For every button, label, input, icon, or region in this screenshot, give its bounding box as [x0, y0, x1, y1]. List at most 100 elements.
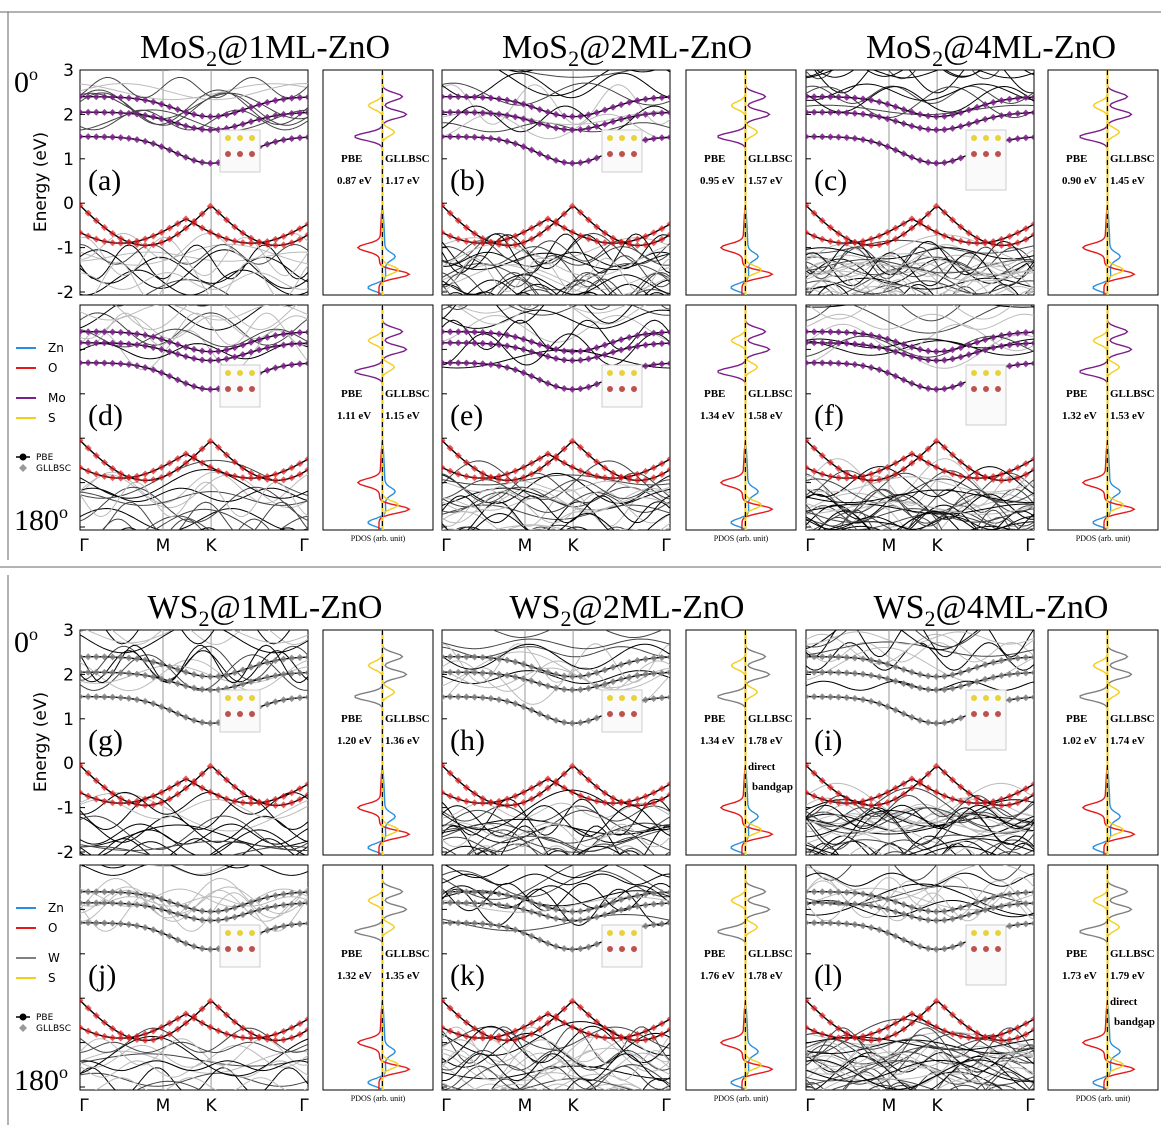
legend-label: W — [48, 951, 60, 965]
title-main: MoS — [502, 29, 568, 66]
title-main: MoS — [866, 29, 932, 66]
gllbsc-gap: 1.58 eV — [748, 410, 783, 422]
k-label: Γ — [299, 536, 309, 556]
panel-label: (l) — [814, 959, 842, 992]
atom — [971, 930, 977, 936]
k-label: Γ — [441, 536, 451, 556]
pbe-gap: 1.34 eV — [700, 735, 735, 747]
atom — [631, 695, 637, 701]
band-line — [806, 535, 1034, 547]
title-rest: @2ML-ZnO — [572, 589, 745, 626]
atom — [237, 135, 243, 141]
gllbsc-gap: 1.53 eV — [1110, 410, 1145, 422]
atom — [631, 930, 637, 936]
pbe-gap: 0.95 eV — [700, 175, 735, 187]
band-line — [806, 534, 1034, 547]
atom — [225, 946, 231, 952]
note: bandgap — [1114, 1016, 1155, 1028]
angle-value: 0 — [14, 626, 29, 659]
pbe-label: PBE — [341, 948, 362, 960]
pbe-label: PBE — [1066, 713, 1087, 725]
pbe-gap: 1.34 eV — [700, 410, 735, 422]
atom — [225, 930, 231, 936]
panel-label: (a) — [88, 164, 121, 197]
pbe-gap: 1.32 eV — [1062, 410, 1097, 422]
pdos-label: PDOS (arb. unit) — [1076, 1094, 1131, 1103]
atom — [249, 135, 255, 141]
pbe-gap: 1.76 eV — [700, 970, 735, 982]
gllbsc-gap: 1.17 eV — [385, 175, 420, 187]
atom — [249, 946, 255, 952]
legend-label: PBE — [36, 453, 54, 463]
band-line — [80, 1095, 308, 1107]
pbe-label: PBE — [1066, 388, 1087, 400]
atom — [983, 711, 989, 717]
title-rest: @4ML-ZnO — [943, 29, 1116, 66]
y-axis-label: Energy (eV) — [31, 692, 51, 792]
panel-title: WS2@4ML-ZnO — [874, 589, 1109, 631]
atom — [983, 946, 989, 952]
panel-label: (f) — [814, 399, 844, 432]
k-label: Γ — [79, 1096, 89, 1116]
angle-value: 180 — [14, 1064, 59, 1097]
panel-title: WS2@1ML-ZnO — [148, 589, 383, 631]
legend-label: S — [48, 971, 56, 985]
band-line — [80, 528, 308, 554]
atom — [225, 695, 231, 701]
k-label: Γ — [79, 536, 89, 556]
k-label: K — [206, 536, 218, 556]
title-sub: 2 — [932, 46, 943, 71]
pdos-label: PDOS (arb. unit) — [1076, 534, 1131, 543]
atom — [983, 930, 989, 936]
pbe-label: PBE — [341, 713, 362, 725]
angle-sup: o — [59, 1062, 68, 1082]
angle-sup: o — [29, 64, 38, 84]
note: direct — [1110, 996, 1138, 1008]
k-label: Γ — [805, 536, 815, 556]
panel-label: (e) — [450, 399, 483, 432]
pbe-gap: 1.73 eV — [1062, 970, 1097, 982]
y-tick-label: 0 — [63, 194, 74, 214]
panel-label: (h) — [450, 724, 485, 757]
band-line — [806, 1095, 1034, 1110]
k-label: M — [882, 536, 897, 556]
legend-label: O — [48, 361, 57, 375]
k-label: Γ — [441, 1096, 451, 1116]
k-label: K — [932, 536, 944, 556]
gllbsc-label: GLLBSC — [385, 948, 430, 960]
atom — [983, 151, 989, 157]
atom — [995, 386, 1001, 392]
atom — [619, 930, 625, 936]
panel-label: (g) — [88, 724, 123, 757]
y-tick-label: 1 — [63, 150, 74, 170]
angle-label: 0o — [14, 624, 38, 659]
pbe-label: PBE — [1066, 948, 1087, 960]
k-label: K — [932, 1096, 944, 1116]
atom — [237, 930, 243, 936]
k-label: K — [568, 1096, 580, 1116]
panel-title: MoS2@4ML-ZnO — [866, 29, 1116, 71]
gllbsc-gap: 1.79 eV — [1110, 970, 1145, 982]
y-tick-label: -2 — [57, 283, 74, 303]
legend-label: GLLBSC — [36, 1024, 71, 1034]
pbe-gap: 0.90 eV — [1062, 175, 1097, 187]
title-sub: 2 — [568, 46, 579, 71]
atom — [607, 930, 613, 936]
panel-label: (i) — [814, 724, 842, 757]
atom — [225, 135, 231, 141]
gllbsc-label: GLLBSC — [1110, 948, 1155, 960]
pbe-gap: 1.11 eV — [337, 410, 371, 422]
atom — [249, 370, 255, 376]
y-tick-label: 1 — [63, 710, 74, 730]
pbe-gap: 0.87 eV — [337, 175, 372, 187]
atom — [995, 930, 1001, 936]
y-tick-label: -1 — [57, 799, 74, 819]
atom — [631, 711, 637, 717]
gllbsc-gap: 1.35 eV — [385, 970, 420, 982]
panel-label: (d) — [88, 399, 123, 432]
pbe-label: PBE — [341, 388, 362, 400]
atom — [619, 370, 625, 376]
k-label: Γ — [1025, 1096, 1035, 1116]
atom — [249, 695, 255, 701]
pbe-label: PBE — [704, 713, 725, 725]
